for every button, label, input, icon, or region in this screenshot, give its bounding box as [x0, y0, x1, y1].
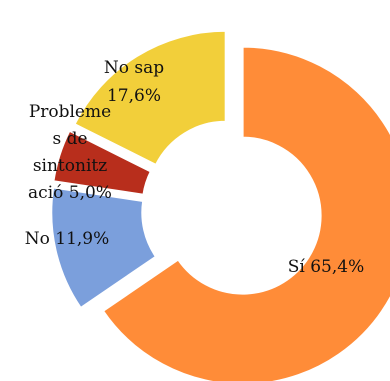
label-si-line: Sí 65,4% [288, 257, 365, 277]
slice-si [101, 45, 390, 381]
label-no-sap-line: 17,6% [107, 86, 161, 106]
label-problemes-line: Probleme [29, 102, 111, 122]
slice-problemes [52, 129, 153, 196]
slice-no [50, 186, 158, 310]
label-problemes: Probleme s de sintonitz ació 5,0% [28, 102, 112, 203]
label-si: Sí 65,4% [288, 257, 365, 277]
label-no-line: No 11,9% [25, 229, 110, 249]
label-no: No 11,9% [25, 229, 110, 249]
label-no-sap-line: No sap [104, 58, 164, 78]
label-no-sap: No sap 17,6% [104, 58, 164, 106]
slice-no-sap [73, 29, 227, 167]
label-problemes-line: s de [52, 129, 87, 149]
label-problemes-line: sintonitz [33, 156, 107, 176]
label-problemes-line: ació 5,0% [28, 183, 112, 203]
